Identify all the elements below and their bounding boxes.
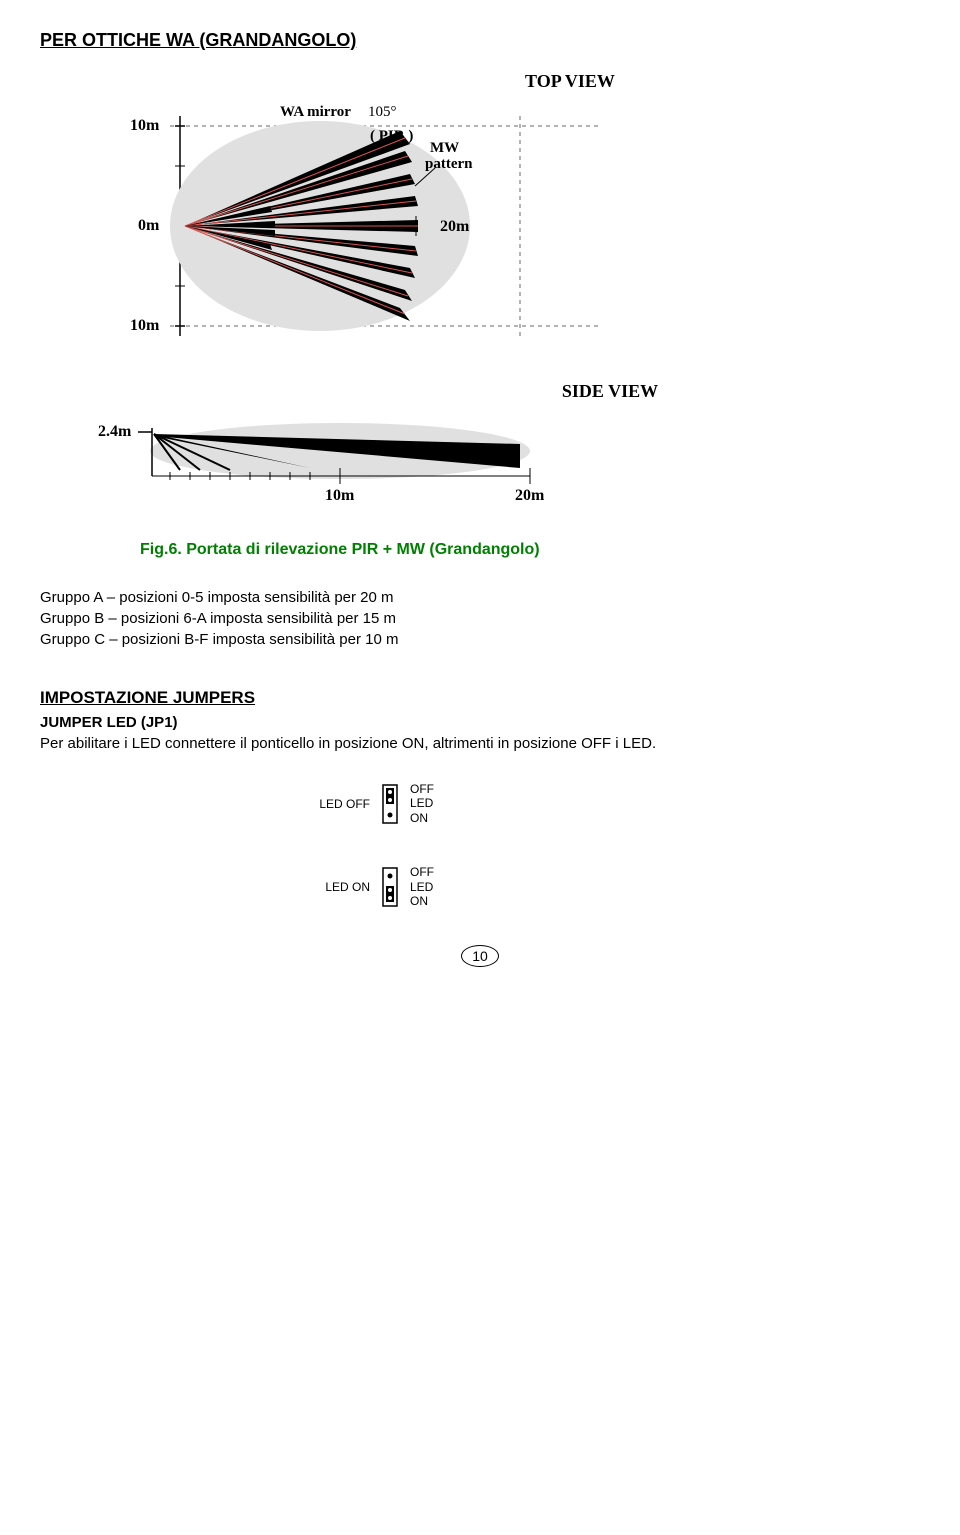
jumper-on-icon — [378, 866, 402, 908]
jumper-off-icon — [378, 783, 402, 825]
jumper-off-label: LED OFF — [300, 797, 370, 811]
mirror-angle: 105° — [368, 104, 397, 120]
jumper-off-right: OFF LED ON — [410, 782, 434, 825]
pattern-label: pattern — [425, 156, 473, 172]
y-mid-label: 0m — [138, 217, 160, 234]
x-20m-label: 20m — [440, 218, 470, 235]
group-c-text: Gruppo C – posizioni B-F imposta sensibi… — [40, 631, 920, 648]
jumper-heading: IMPOSTAZIONE JUMPERS — [40, 688, 920, 708]
side-label: SIDE — [562, 381, 604, 401]
group-a-text: Gruppo A – posizioni 0-5 imposta sensibi… — [40, 589, 920, 606]
side-view-diagram: 2.4m 10m 20m — [90, 406, 920, 521]
y-top-label: 10m — [130, 117, 160, 134]
top-view-svg: 10m 0m 10m 20m WA mirror 105° ( PIR ) MW… — [100, 96, 620, 356]
jumper-on-label: LED ON — [300, 880, 370, 894]
top-label: TOP — [525, 71, 561, 91]
page-title: PER OTTICHE WA (GRANDANGOLO) — [40, 30, 920, 51]
jumper-on-right: OFF LED ON — [410, 865, 434, 908]
group-b-text: Gruppo B – posizioni 6-A imposta sensibi… — [40, 610, 920, 627]
page-number: 10 — [40, 948, 920, 966]
side-x1-label: 10m — [325, 487, 355, 504]
jumper-text: Per abilitare i LED connettere il pontic… — [40, 735, 920, 752]
figure-caption: Fig.6. Portata di rilevazione PIR + MW (… — [140, 541, 920, 559]
side-view-svg: 2.4m 10m 20m — [90, 406, 610, 516]
view-label: VIEW — [565, 71, 615, 91]
side-x2-label: 20m — [515, 487, 545, 504]
mw-label: MW — [430, 140, 459, 156]
y-bot-label: 10m — [130, 317, 160, 334]
jumper-diagrams: LED OFF OFF LED ON LED ON OFF LED ON — [300, 782, 920, 908]
mirror-label: WA mirror — [280, 104, 351, 120]
side-view-label: VIEW — [608, 381, 658, 401]
jumper-on-row: LED ON OFF LED ON — [300, 865, 920, 908]
jumper-sub: JUMPER LED (JP1) — [40, 714, 920, 731]
side-y-label: 2.4m — [98, 423, 132, 440]
top-view-diagram: TOP VIEW 10m 0m 10m 20m WA mirror 105° (… — [100, 71, 920, 361]
jumper-off-row: LED OFF OFF LED ON — [300, 782, 920, 825]
